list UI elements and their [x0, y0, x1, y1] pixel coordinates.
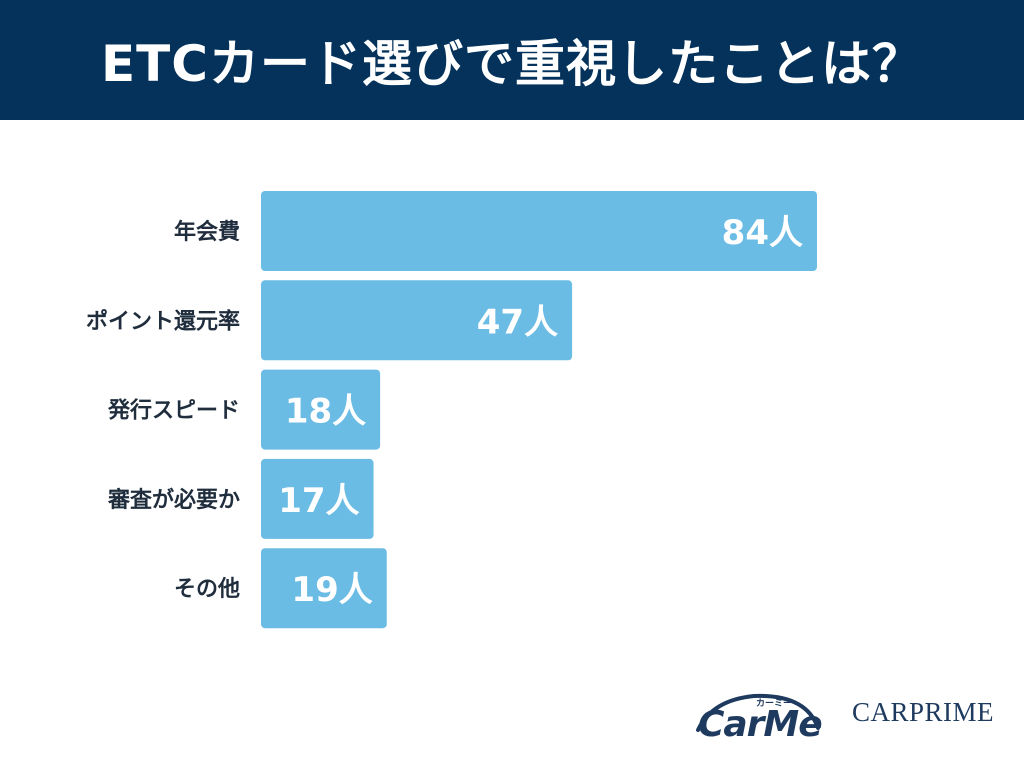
bar-3 — [261, 458, 374, 539]
bar-0 — [261, 191, 817, 271]
carme-kana: カーミー — [755, 699, 792, 709]
carme-logo: カーミー CarMe — [694, 690, 824, 750]
bar-4 — [261, 548, 387, 629]
logo-area: カーミー CarMe CARPRIME — [694, 690, 994, 750]
category-label: 審査が必要か — [107, 487, 240, 513]
category-label: その他 — [174, 577, 240, 602]
category-label: ポイント還元率 — [86, 308, 240, 334]
carprime-logo: CARPRIME — [851, 697, 994, 727]
page-title: ETCカード選びで重視したことは？ — [101, 35, 923, 93]
value-label: 47人 — [477, 302, 558, 342]
header-banner: ETCカード選びで重視したことは？ — [0, 0, 1024, 120]
bar-2 — [261, 369, 381, 450]
value-label: 18人 — [285, 392, 366, 432]
value-label: 84人 — [722, 213, 803, 253]
value-label: 17人 — [278, 481, 359, 521]
category-label: 年会費 — [174, 219, 240, 245]
carme-wordmark: CarMe — [697, 704, 823, 745]
car-roof-icon — [695, 693, 820, 732]
value-label: 19人 — [291, 570, 372, 610]
category-label: 発行スピード — [107, 398, 240, 424]
bar-1 — [261, 280, 573, 361]
